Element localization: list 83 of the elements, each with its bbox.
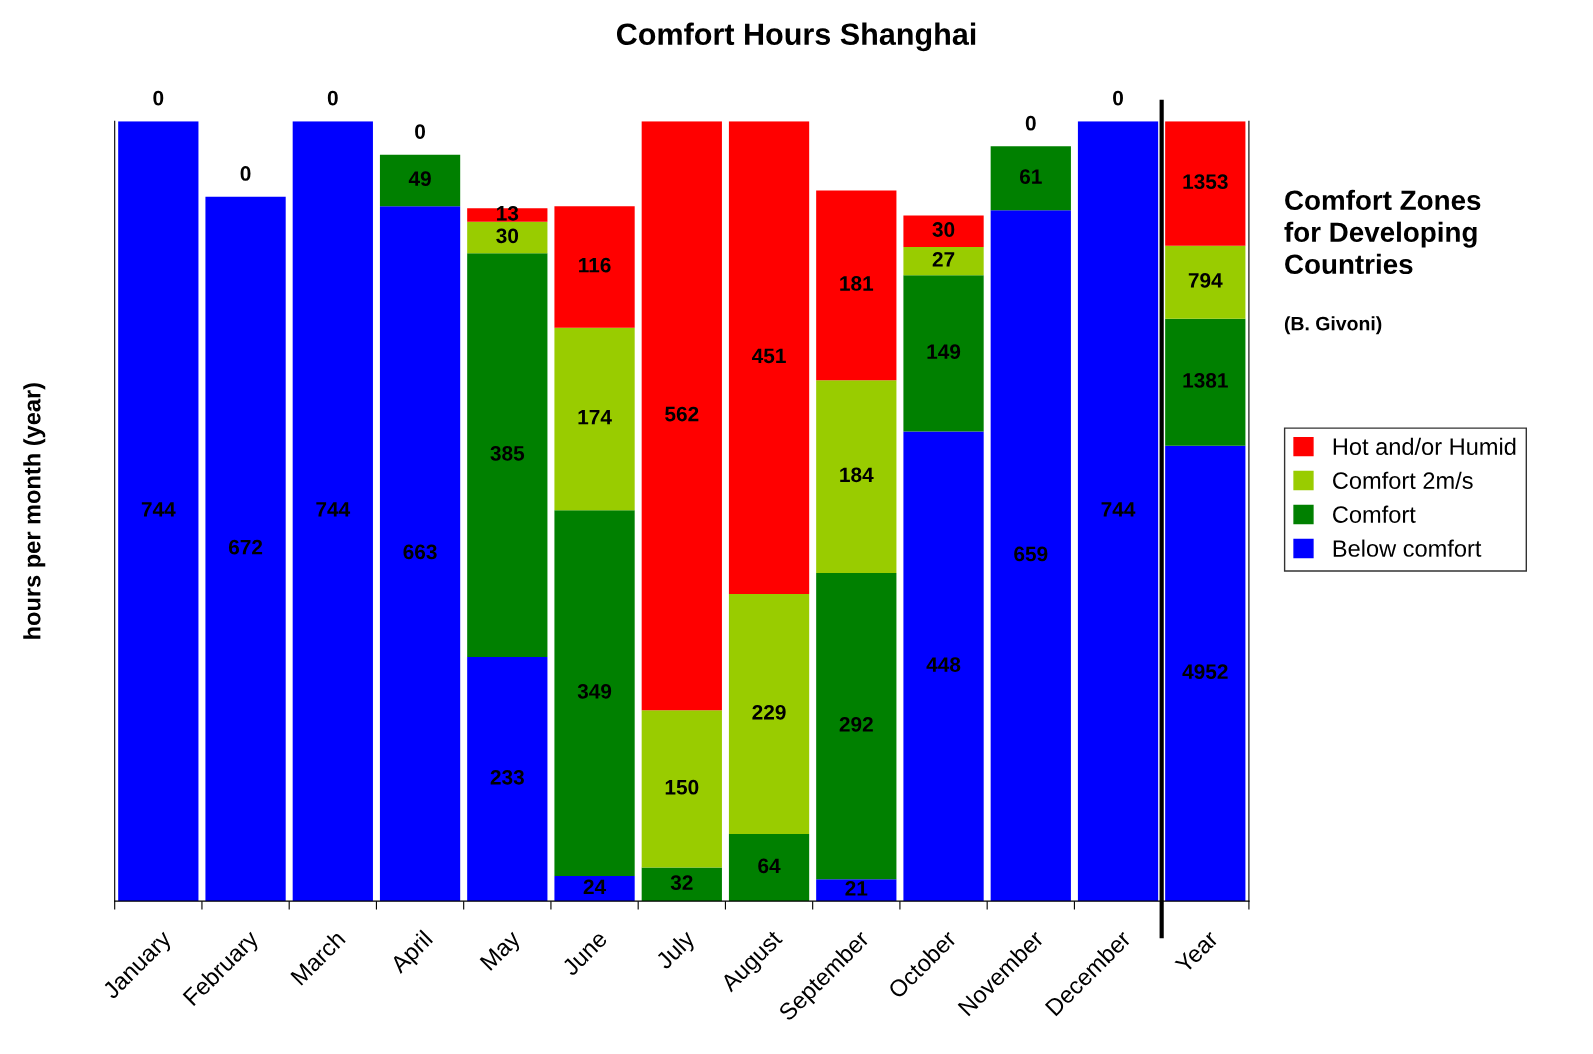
x-tick-label: Year — [1174, 929, 1220, 975]
data-label: 4952 — [1182, 664, 1228, 680]
chart-title: Comfort Hours Shanghai — [616, 22, 976, 52]
bar — [467, 656, 548, 902]
data-label: 30 — [932, 222, 955, 237]
data-label: 663 — [403, 544, 437, 560]
bar — [728, 121, 810, 595]
data-label: 0 — [1025, 115, 1036, 131]
bar — [903, 275, 984, 432]
legend-label: Hot and/or Humid — [1333, 437, 1516, 456]
text: (B. Givoni) — [1284, 316, 1382, 335]
data-label: 116 — [579, 257, 611, 273]
data-label: 21 — [845, 881, 868, 896]
bar — [554, 206, 635, 328]
bar — [641, 121, 722, 711]
data-label: 150 — [665, 779, 699, 795]
bar — [903, 215, 984, 248]
data-label: 13 — [497, 205, 519, 221]
bar — [728, 594, 810, 835]
bar — [292, 121, 373, 902]
bar — [1165, 245, 1246, 319]
legend-label: Comfort — [1333, 505, 1416, 523]
data-label: 349 — [577, 683, 612, 699]
bar — [816, 573, 897, 880]
bar — [467, 253, 548, 657]
x-tick-label: July — [654, 928, 700, 974]
data-label: 149 — [927, 344, 961, 360]
bar — [554, 327, 635, 511]
data-label: 30 — [496, 228, 519, 244]
bar — [641, 710, 722, 868]
data-label: 448 — [926, 657, 961, 672]
data-label: 659 — [1014, 546, 1048, 562]
data-label: 174 — [578, 409, 612, 425]
data-label: 0 — [153, 90, 164, 106]
data-label: 1353 — [1183, 174, 1228, 190]
data-label: 0 — [415, 124, 425, 139]
data-label: 24 — [583, 879, 607, 894]
data-label: 292 — [839, 716, 873, 732]
text: Comfort Zones for Developing Countries — [1284, 189, 1481, 275]
bar — [205, 196, 286, 902]
legend-label: Below comfort — [1333, 539, 1482, 557]
bar — [816, 190, 897, 381]
data-label: 64 — [758, 858, 781, 874]
bar — [379, 206, 461, 902]
bar — [1165, 318, 1246, 446]
data-label: 1381 — [1183, 373, 1228, 388]
data-label: 744 — [1101, 502, 1136, 517]
bar — [816, 879, 897, 902]
bar — [990, 210, 1071, 902]
bar — [554, 876, 635, 902]
bar — [903, 431, 984, 902]
bar — [118, 121, 199, 902]
data-label: 49 — [408, 171, 431, 187]
bar — [379, 154, 461, 207]
bar — [903, 247, 984, 276]
data-label: 32 — [670, 875, 693, 891]
bar — [1165, 121, 1246, 246]
data-label: 744 — [316, 502, 351, 517]
data-label: 451 — [751, 348, 786, 364]
bar — [728, 834, 810, 902]
bar — [467, 221, 548, 254]
data-label: 0 — [327, 90, 338, 106]
data-label: 181 — [840, 276, 874, 291]
data-label: 229 — [752, 704, 786, 720]
data-label: 61 — [1019, 169, 1042, 184]
x-tick-label: May — [479, 929, 525, 975]
data-label: 744 — [141, 502, 176, 517]
bar — [816, 380, 897, 574]
data-label: 0 — [1113, 90, 1123, 106]
data-label: 233 — [490, 769, 524, 785]
y-axis-title: hours per month (year) — [23, 383, 46, 639]
data-label: 385 — [490, 445, 525, 461]
bar — [641, 867, 722, 902]
data-label: 184 — [840, 467, 874, 483]
data-label: 0 — [240, 166, 251, 181]
legend-label: Comfort 2m/s — [1333, 471, 1473, 489]
data-label: 794 — [1188, 273, 1223, 288]
data-label: 672 — [228, 539, 263, 555]
data-label: 27 — [932, 252, 955, 267]
data-label: 562 — [665, 406, 699, 422]
bar — [554, 510, 635, 877]
bar — [990, 146, 1071, 211]
bar — [467, 208, 548, 222]
